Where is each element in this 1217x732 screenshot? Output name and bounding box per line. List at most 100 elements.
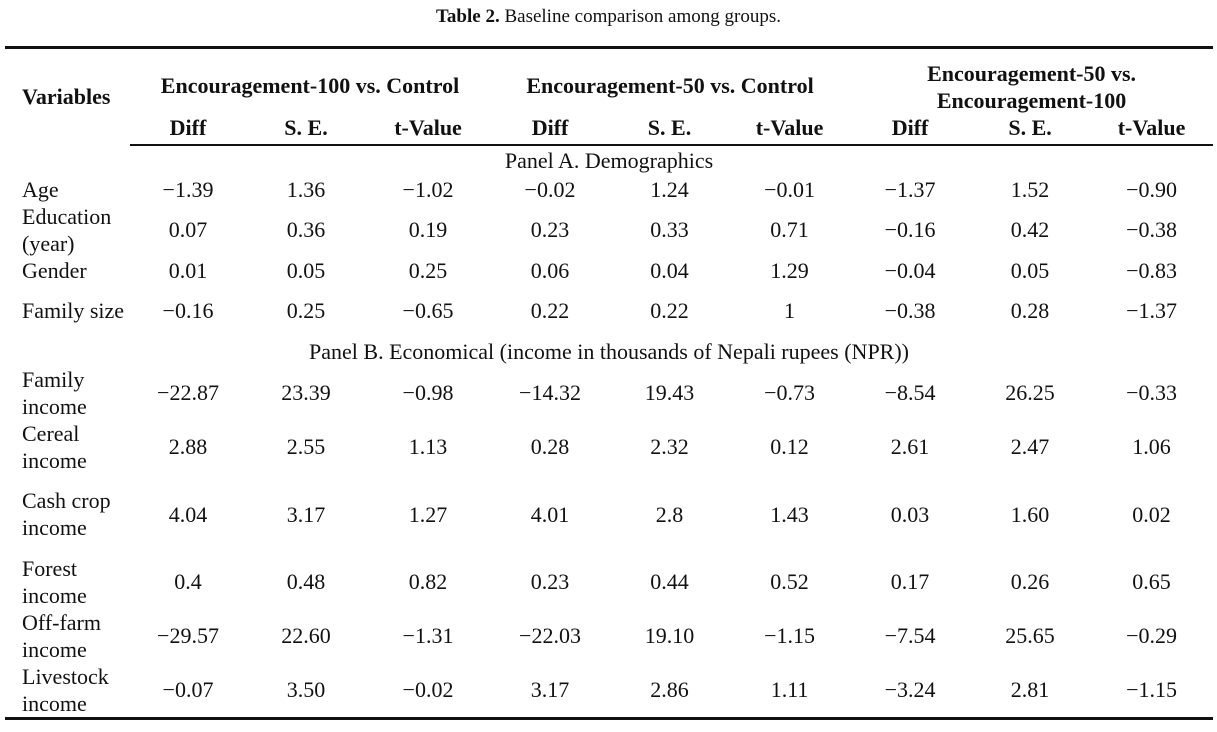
table-cell: 4.04 bbox=[168, 501, 208, 527]
table-cell: −1.15 bbox=[764, 623, 815, 648]
table-cell: 3.17 bbox=[490, 662, 611, 720]
table-cell: 0.25 bbox=[408, 257, 448, 283]
table-cell: −0.16 bbox=[162, 298, 214, 323]
table-cell: 0.65 bbox=[1132, 569, 1171, 594]
table-cell: 0.05 bbox=[1010, 257, 1050, 283]
table-cell: 0.04 bbox=[650, 257, 689, 283]
table-cell: 3.50 bbox=[246, 662, 366, 720]
table-cell: −1.37 bbox=[884, 176, 936, 202]
table-cell: 0.23 bbox=[530, 217, 570, 242]
table-row: Forest income 0.4 0.48 0.82 0.23 0.44 0.52 0.17… bbox=[5, 555, 1213, 609]
table-cell: −14.32 bbox=[519, 380, 581, 405]
table-cell: −0.90 bbox=[1126, 176, 1178, 202]
subcolumn-header: S. E. bbox=[610, 113, 730, 146]
panel-title: Panel B. Economical (income in thousands… bbox=[309, 339, 910, 364]
table-cell: −0.33 bbox=[1126, 380, 1178, 405]
table-cell: −22.03 bbox=[519, 623, 581, 648]
table-cell: 2.86 bbox=[610, 662, 730, 720]
subcolumn-header: Diff bbox=[490, 113, 611, 146]
table-cell: −0.04 bbox=[884, 257, 936, 283]
variables-header: Variables bbox=[5, 46, 130, 145]
table-cell: 0.44 bbox=[650, 569, 689, 594]
panel-title: Panel A. Demographics bbox=[504, 148, 714, 173]
table-cell: 0.05 bbox=[286, 257, 326, 283]
table-cell: 2.55 bbox=[286, 434, 326, 459]
table-cell: −7.54 bbox=[884, 623, 936, 648]
table-cell: −0.29 bbox=[1126, 623, 1178, 648]
table-cell: 1.27 bbox=[408, 501, 448, 527]
caption-text: Baseline comparison among groups. bbox=[499, 6, 781, 27]
table-row: Gender 0.01 0.05 0.25 0.06 0.04 1.29 −0.04 0.05 −… bbox=[5, 257, 1213, 284]
group-header: Encouragement-100 vs. Control bbox=[130, 46, 491, 114]
table-row: Cereal income 2.88 2.55 1.13 0.28 2.32 0.12 2.6… bbox=[5, 420, 1213, 474]
table-cell: 1.06 bbox=[1132, 434, 1171, 459]
table-cell: 3.17 bbox=[286, 501, 326, 527]
table-row: Cash crop income 4.04 3.17 1.27 4.01 2.8 1.43 0… bbox=[5, 474, 1213, 555]
table-cell: 0.12 bbox=[770, 434, 809, 459]
table-cell: 0.22 bbox=[650, 298, 689, 323]
table-cell: 0.33 bbox=[650, 217, 689, 242]
table-cell: 0.26 bbox=[1010, 569, 1050, 594]
table-cell: 2.32 bbox=[650, 434, 689, 459]
table-cell: −0.07 bbox=[130, 662, 246, 720]
table-cell: 2.47 bbox=[1010, 434, 1050, 459]
table-cell: −1.37 bbox=[1126, 298, 1178, 323]
row-label: Education (year) bbox=[22, 203, 112, 256]
table-cell: 0.48 bbox=[286, 569, 326, 594]
subcolumn-header: t-Value bbox=[1090, 113, 1214, 146]
table-cell: −1.39 bbox=[162, 176, 214, 202]
subcolumn-header: S. E. bbox=[970, 113, 1091, 146]
table-cell: 0.19 bbox=[408, 217, 448, 242]
table-cell: 0.52 bbox=[770, 569, 809, 594]
table-cell: 0.25 bbox=[286, 298, 326, 323]
row-label: Off-farm income bbox=[22, 609, 101, 662]
table-cell: 0.82 bbox=[408, 569, 448, 594]
table-cell: −22.87 bbox=[157, 380, 219, 405]
table-cell: −29.57 bbox=[157, 623, 219, 648]
row-label: Cereal income bbox=[22, 420, 87, 473]
table-cell: 0.06 bbox=[530, 257, 570, 283]
table-cell: 23.39 bbox=[281, 380, 331, 405]
table-cell: −1.02 bbox=[402, 176, 454, 202]
table-cell: −0.65 bbox=[402, 298, 454, 323]
row-label: Cash crop income bbox=[22, 488, 111, 540]
row-label: Livestock income bbox=[5, 662, 130, 720]
table-row: Family size −0.16 0.25 −0.65 0.22 0.22 1 −0.38 0… bbox=[5, 284, 1213, 338]
group-header: Encouragement-50 vs. Control bbox=[490, 46, 851, 114]
baseline-comparison-table: Variables Encouragement-100 vs. Control … bbox=[5, 46, 1214, 720]
table-cell: 0.01 bbox=[168, 257, 208, 283]
subcolumn-header: t-Value bbox=[366, 113, 491, 146]
subcolumn-header: t-Value bbox=[729, 113, 851, 146]
table-cell: 0.71 bbox=[770, 217, 809, 242]
table-cell: −0.73 bbox=[764, 380, 815, 405]
table-cell: 0.28 bbox=[530, 434, 570, 459]
table-row: Family income −22.87 23.39 −0.98 −14.32 19.43… bbox=[5, 366, 1213, 420]
row-label: Forest income bbox=[22, 555, 87, 608]
table-cell: 1.52 bbox=[1010, 176, 1050, 202]
table-cell: −3.24 bbox=[850, 662, 971, 720]
row-label: Gender bbox=[22, 257, 87, 283]
table-row: Age −1.39 1.36 −1.02 −0.02 1.24 −0.01 −1.37 1.52… bbox=[5, 176, 1213, 203]
table-cell: 19.43 bbox=[644, 380, 695, 405]
subcolumn-header: Diff bbox=[130, 113, 246, 146]
table-cell: 26.25 bbox=[1005, 380, 1055, 405]
table-cell: 1.60 bbox=[1010, 501, 1050, 527]
group-header: Encouragement-50 vs. Encouragement-100 bbox=[850, 46, 1214, 114]
table-cell: −0.02 bbox=[366, 662, 491, 720]
table-cell: −0.38 bbox=[884, 298, 936, 323]
table-cell: 25.65 bbox=[1005, 623, 1055, 648]
table-cell: 2.61 bbox=[890, 434, 930, 459]
table-cell: 22.60 bbox=[281, 623, 331, 648]
table-cell: 19.10 bbox=[644, 623, 695, 648]
table-cell: 1.36 bbox=[286, 176, 326, 202]
table-cell: −1.31 bbox=[402, 623, 454, 648]
table-cell: −0.16 bbox=[884, 217, 936, 242]
table-cell: 2.81 bbox=[970, 662, 1091, 720]
table-cell: 2.88 bbox=[168, 434, 208, 459]
table-cell: 2.8 bbox=[655, 501, 684, 527]
table-cell: 4.01 bbox=[530, 501, 570, 527]
table-cell: 1.43 bbox=[770, 501, 809, 527]
table-cell: −8.54 bbox=[884, 380, 936, 405]
table-row: Livestock income −0.07 3.50 −0.02 3.17 2.86 1.… bbox=[5, 662, 1214, 720]
table-cell: 1.11 bbox=[729, 662, 851, 720]
